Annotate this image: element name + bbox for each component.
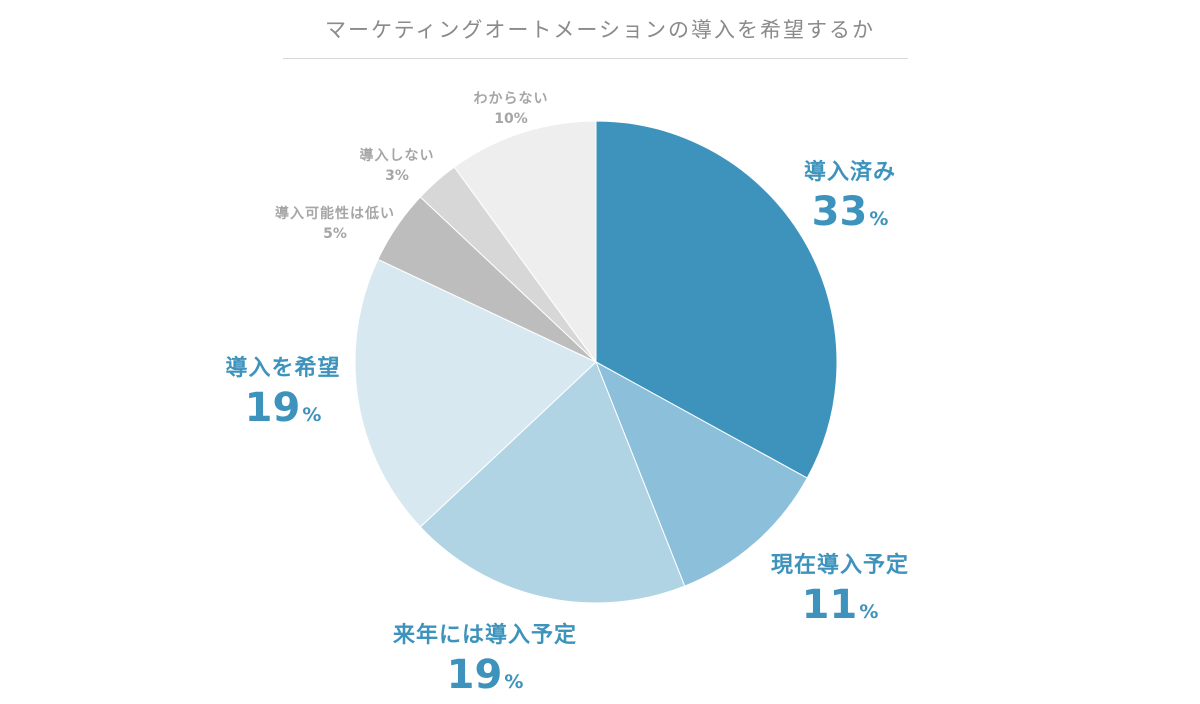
slice-percent-6: 10% [441,111,581,127]
slice-name-0: 導入済み [803,160,896,185]
slice-value-2: 19 [446,652,503,698]
slice-percent-4: 5% [250,226,420,242]
slice-unit-1: % [859,601,879,623]
title-divider [283,58,908,59]
chart-title: マーケティングオートメーションの導入を希望するか [325,18,875,42]
slice-name-1: 現在導入予定 [770,553,909,578]
pie-slice-0 [595,120,838,479]
slice-percent-1: 11% [740,583,940,634]
slice-label-2: 来年には導入予定 19% [365,617,605,704]
slice-value-1: 11 [801,582,858,628]
slice-label-3: 導入を希望 19% [198,350,368,437]
slice-name-4: 導入可能性は低い [275,206,395,222]
slice-label-6: わからない 10% [441,88,581,127]
pie-slice-2 [419,361,686,604]
slice-unit-0: % [869,208,889,230]
slice-unit-4: % [332,226,347,242]
pie-slice-1 [595,360,808,587]
slice-label-0: 導入済み 33% [760,154,940,241]
slice-unit-6: % [513,111,528,127]
slice-percent-3: 19% [198,386,368,437]
slice-label-4: 導入可能性は低い 5% [250,203,420,242]
slice-value-3: 19 [244,385,301,431]
pie-slice-3 [354,258,597,528]
slice-percent-5: 3% [327,168,467,184]
slice-value-6: 10 [494,111,514,127]
slice-unit-2: % [504,671,524,693]
slice-unit-5: % [394,168,409,184]
slice-percent-0: 33% [760,190,940,241]
slice-value-4: 5 [323,226,333,242]
slice-name-2: 来年には導入予定 [392,623,577,648]
pie-slice-6 [453,120,597,364]
slice-value-0: 33 [811,189,868,235]
slice-percent-2: 19% [365,653,605,704]
slice-name-6: わからない [473,91,549,107]
slice-value-5: 3 [385,168,395,184]
slice-unit-3: % [302,404,322,426]
slice-name-5: 導入しない [359,148,435,164]
slice-label-1: 現在導入予定 11% [740,547,940,634]
slice-name-3: 導入を希望 [225,356,341,381]
slice-label-5: 導入しない 3% [327,145,467,184]
